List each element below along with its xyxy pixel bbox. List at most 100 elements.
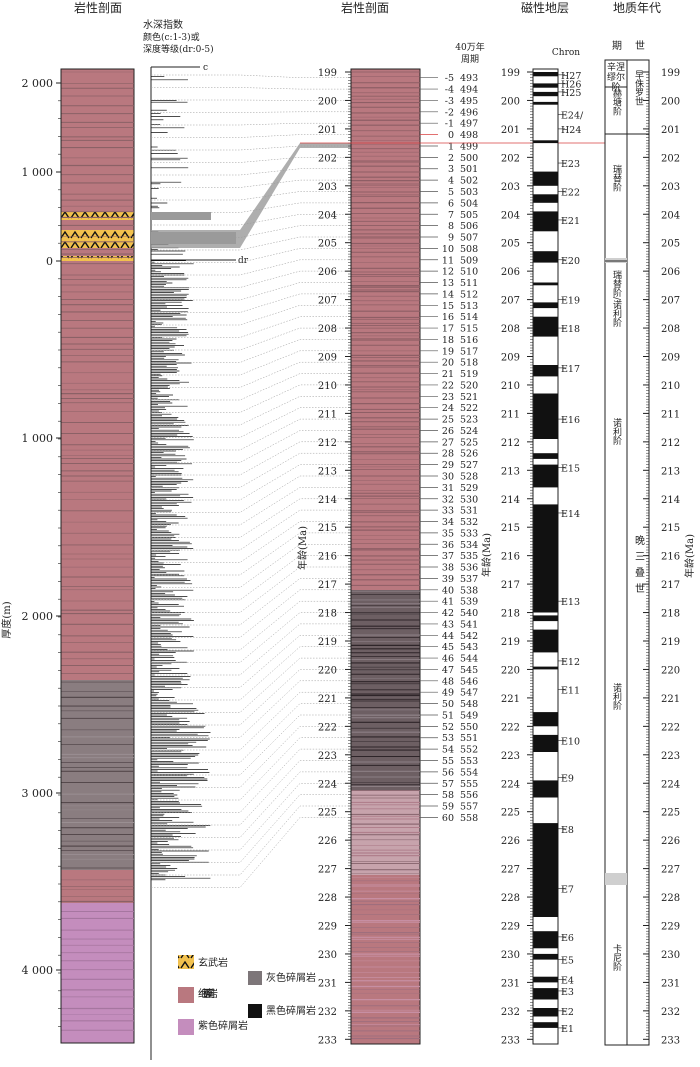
age-tick-label: 221	[501, 694, 520, 705]
cycle-ecc-number: 519	[460, 369, 478, 380]
chron-normal-band	[533, 1008, 558, 1017]
basalt-layer-2	[61, 230, 134, 248]
cycle-ecc-number: 541	[460, 619, 478, 630]
cycle-number: 15	[442, 301, 454, 312]
correlation-line	[151, 566, 351, 613]
age-tick-label: 227	[501, 865, 520, 876]
basalt-correlation-band	[151, 143, 351, 248]
correlation-line	[151, 327, 351, 351]
cycle-ecc-number: 553	[460, 756, 478, 767]
chron-normal-band	[533, 734, 558, 752]
cycle-ecc-number: 554	[460, 767, 478, 778]
header-water-index: 水深指数	[143, 18, 183, 31]
cycle-number: 25	[442, 415, 454, 426]
cycle-number: 48	[442, 676, 454, 687]
cycle-ecc-number: 507	[460, 233, 478, 244]
age-tick-label: 225	[501, 808, 520, 819]
age-tick-label: 207	[661, 296, 680, 307]
age-tick-label: 226	[501, 836, 520, 847]
header-epoch-col: 世	[635, 40, 645, 52]
correlation-line	[151, 794, 351, 863]
cycle-number: 10	[442, 244, 454, 255]
cycle-ecc-number: 528	[460, 471, 478, 482]
cycle-ecc-number: 506	[460, 221, 478, 232]
age-tick-label: 224	[318, 779, 337, 790]
chron-label: E6	[561, 933, 574, 944]
correlation-line	[151, 509, 351, 551]
cycle-number: 49	[442, 688, 454, 699]
age-axis-chron-label: 年龄(Ma)	[480, 533, 493, 577]
cycle-ecc-number: 505	[460, 210, 478, 221]
correlation-line	[151, 760, 351, 826]
cycle-ecc-number: 546	[460, 676, 478, 687]
correlation-line	[151, 817, 351, 888]
age-axis-chron: 199 200 201 202 203 204 205 206 207 208 209 210 211 2…	[501, 68, 534, 1046]
chron-label: E16	[561, 415, 580, 426]
age-tick-label: 205	[501, 239, 520, 250]
cycle-number: -4	[445, 85, 454, 96]
cycle-number: 32	[442, 494, 454, 505]
cycle-number: 59	[442, 802, 454, 813]
cycle-number: 40	[442, 585, 454, 596]
correlation-line	[151, 475, 351, 513]
age-tick-label: 206	[661, 267, 680, 278]
age-tick-label: 230	[318, 950, 337, 961]
cycle-number: 51	[442, 710, 454, 721]
cycle-number: 46	[442, 654, 454, 665]
correlation-line	[151, 487, 351, 526]
age-tick-label: 221	[318, 694, 337, 705]
chron-normal-band	[533, 666, 558, 670]
correlation-line	[151, 384, 351, 413]
stage-norian-2: 诺利阶	[611, 683, 622, 711]
correlation-line	[151, 134, 351, 138]
cycle-ecc-number: 548	[460, 699, 478, 710]
chron-label: E1	[561, 1024, 574, 1035]
cycle-number: 16	[442, 312, 454, 323]
correlation-line	[151, 748, 351, 813]
cycle-number: 54	[442, 745, 454, 756]
correlation-line	[151, 783, 351, 851]
chron-label: E10	[561, 737, 580, 748]
cycle-ecc-number: 517	[460, 346, 478, 357]
age-tick-label: 215	[318, 523, 337, 534]
header-stage-col: 期	[612, 40, 622, 52]
chron-label: E13	[561, 597, 580, 608]
correlation-line	[151, 623, 351, 676]
cycle-ecc-number: 500	[460, 153, 478, 164]
age-tick-label: 208	[501, 324, 520, 335]
chron-label: E17	[561, 364, 580, 375]
age-tick-label: 209	[318, 353, 337, 364]
cycle-number: 55	[442, 756, 454, 767]
age-tick-label: 233	[318, 1035, 337, 1046]
chron-normal-band	[533, 931, 558, 949]
correlation-line	[151, 122, 351, 126]
cycle-ecc-number: 501	[460, 164, 478, 175]
age-tick-label: 203	[318, 182, 337, 193]
age-tick-label: 199	[661, 68, 680, 79]
age-tick-label: 212	[661, 438, 680, 449]
age-tick-label: 214	[501, 495, 520, 506]
cycle-ecc-number: 537	[460, 574, 478, 585]
chron-normal-band	[533, 712, 558, 727]
cycle-number: -1	[445, 119, 454, 130]
age-tick-label: 224	[661, 779, 680, 790]
age-tick-label: 213	[501, 466, 520, 477]
cycle-ecc-number: 540	[460, 608, 478, 619]
cycle-ecc-number: 523	[460, 415, 478, 426]
age-axis-mid: 199 200 201 202 203 204 205 206 207 208 209 210 211 2…	[318, 68, 352, 1046]
depth-axis: 2 000 1 000 0 1 000 2 000 3 000 4 000	[22, 69, 62, 1043]
age-tick-label: 232	[318, 1007, 337, 1018]
age-tick-label: 199	[318, 68, 337, 79]
header-magnetostratigraphy: 磁性地层	[521, 0, 569, 15]
age-tick-label: 214	[318, 495, 337, 506]
cycle-ecc-number: 533	[460, 528, 478, 539]
age-tick-label: 202	[661, 153, 680, 164]
cycle-ecc-number: 530	[460, 494, 478, 505]
age-tick-label: 219	[661, 637, 680, 648]
chron-normal-band	[533, 988, 558, 1000]
cycle-number: 20	[442, 358, 454, 369]
stage-rhaetian-top2: 缪尔	[607, 71, 625, 83]
